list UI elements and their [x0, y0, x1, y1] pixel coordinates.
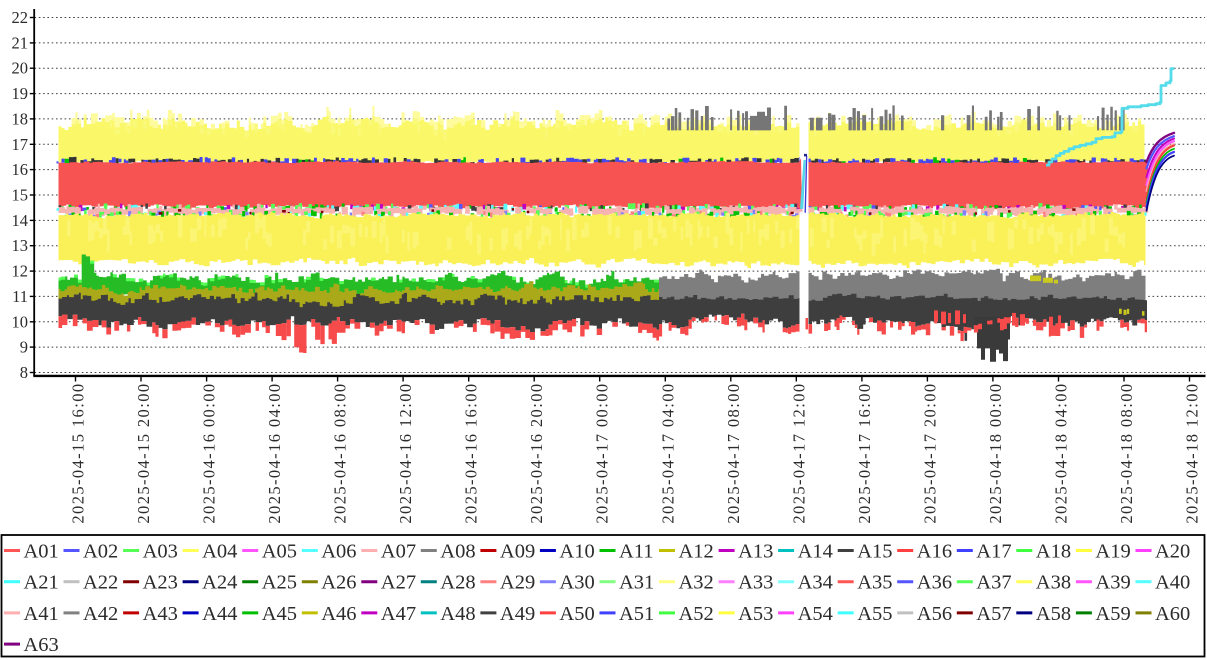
- svg-text:A07: A07: [381, 541, 416, 563]
- svg-text:2025-04-18 08:00: 2025-04-18 08:00: [1117, 383, 1136, 524]
- svg-text:2025-04-18 12:00: 2025-04-18 12:00: [1183, 383, 1202, 524]
- svg-text:A55: A55: [857, 603, 892, 625]
- svg-text:A25: A25: [262, 572, 297, 594]
- svg-text:22: 22: [12, 8, 29, 27]
- svg-text:A06: A06: [321, 541, 356, 563]
- svg-text:A42: A42: [83, 603, 118, 625]
- svg-text:A21: A21: [24, 572, 59, 594]
- svg-text:A11: A11: [619, 541, 654, 563]
- svg-text:10: 10: [12, 312, 29, 331]
- svg-text:A14: A14: [798, 541, 833, 563]
- svg-text:12: 12: [12, 262, 29, 281]
- svg-text:A49: A49: [500, 603, 535, 625]
- svg-text:A03: A03: [143, 541, 178, 563]
- svg-text:A17: A17: [976, 541, 1011, 563]
- svg-text:A44: A44: [202, 603, 237, 625]
- svg-text:2025-04-17 08:00: 2025-04-17 08:00: [724, 383, 743, 524]
- svg-text:A54: A54: [798, 603, 833, 625]
- svg-text:13: 13: [12, 236, 29, 255]
- svg-text:18: 18: [12, 109, 29, 128]
- svg-text:2025-04-16 20:00: 2025-04-16 20:00: [527, 383, 546, 524]
- svg-text:21: 21: [12, 33, 29, 52]
- svg-text:A46: A46: [321, 603, 356, 625]
- svg-text:A58: A58: [1036, 603, 1071, 625]
- svg-text:A01: A01: [24, 541, 59, 563]
- svg-text:14: 14: [12, 211, 29, 230]
- svg-text:A41: A41: [24, 603, 59, 625]
- svg-text:A53: A53: [738, 603, 773, 625]
- svg-text:9: 9: [20, 338, 28, 357]
- svg-text:A18: A18: [1036, 541, 1071, 563]
- svg-text:A32: A32: [679, 572, 714, 594]
- svg-text:20: 20: [12, 59, 29, 78]
- svg-text:2025-04-17 20:00: 2025-04-17 20:00: [920, 383, 939, 524]
- svg-text:A26: A26: [321, 572, 356, 594]
- svg-text:A47: A47: [381, 603, 416, 625]
- svg-text:A27: A27: [381, 572, 416, 594]
- svg-text:A31: A31: [619, 572, 654, 594]
- svg-text:A13: A13: [738, 541, 773, 563]
- svg-text:A36: A36: [917, 572, 952, 594]
- svg-text:A35: A35: [857, 572, 892, 594]
- svg-text:2025-04-18 00:00: 2025-04-18 00:00: [986, 383, 1005, 524]
- svg-text:2025-04-17 04:00: 2025-04-17 04:00: [658, 383, 677, 524]
- svg-text:2025-04-18 04:00: 2025-04-18 04:00: [1052, 383, 1071, 524]
- svg-text:A48: A48: [440, 603, 475, 625]
- svg-text:2025-04-17 00:00: 2025-04-17 00:00: [593, 383, 612, 524]
- svg-text:8: 8: [20, 363, 28, 382]
- svg-text:A40: A40: [1155, 572, 1190, 594]
- svg-text:A33: A33: [738, 572, 773, 594]
- svg-text:A16: A16: [917, 541, 952, 563]
- svg-text:A05: A05: [262, 541, 297, 563]
- svg-text:A29: A29: [500, 572, 535, 594]
- svg-text:A51: A51: [619, 603, 654, 625]
- svg-text:A50: A50: [559, 603, 594, 625]
- svg-text:A56: A56: [917, 603, 952, 625]
- svg-text:A02: A02: [83, 541, 118, 563]
- svg-text:2025-04-16 16:00: 2025-04-16 16:00: [462, 383, 481, 524]
- svg-text:2025-04-16 04:00: 2025-04-16 04:00: [265, 383, 284, 524]
- svg-text:15: 15: [12, 186, 29, 205]
- svg-text:A28: A28: [440, 572, 475, 594]
- svg-text:A12: A12: [679, 541, 714, 563]
- svg-text:A19: A19: [1095, 541, 1130, 563]
- svg-text:2025-04-17 12:00: 2025-04-17 12:00: [789, 383, 808, 524]
- svg-text:A09: A09: [500, 541, 535, 563]
- svg-text:A63: A63: [24, 634, 59, 656]
- svg-text:A04: A04: [202, 541, 237, 563]
- svg-text:11: 11: [12, 287, 28, 306]
- svg-text:A38: A38: [1036, 572, 1071, 594]
- svg-text:2025-04-17 16:00: 2025-04-17 16:00: [855, 383, 874, 524]
- svg-text:A10: A10: [559, 541, 594, 563]
- svg-text:A39: A39: [1095, 572, 1130, 594]
- svg-text:2025-04-16 00:00: 2025-04-16 00:00: [200, 383, 219, 524]
- svg-text:2025-04-15 20:00: 2025-04-15 20:00: [134, 383, 153, 524]
- svg-text:A45: A45: [262, 603, 297, 625]
- svg-text:A59: A59: [1095, 603, 1130, 625]
- svg-text:A43: A43: [143, 603, 178, 625]
- svg-text:A52: A52: [679, 603, 714, 625]
- svg-text:A24: A24: [202, 572, 237, 594]
- svg-text:A37: A37: [976, 572, 1011, 594]
- svg-text:19: 19: [12, 84, 29, 103]
- svg-text:2025-04-16 12:00: 2025-04-16 12:00: [396, 383, 415, 524]
- svg-text:A22: A22: [83, 572, 118, 594]
- svg-text:2025-04-16 08:00: 2025-04-16 08:00: [331, 383, 350, 524]
- svg-text:A08: A08: [440, 541, 475, 563]
- svg-text:16: 16: [12, 160, 29, 179]
- svg-text:A34: A34: [798, 572, 833, 594]
- svg-text:2025-04-15 16:00: 2025-04-15 16:00: [69, 383, 88, 524]
- svg-text:A30: A30: [559, 572, 594, 594]
- svg-text:A15: A15: [857, 541, 892, 563]
- svg-text:A57: A57: [976, 603, 1011, 625]
- svg-text:A23: A23: [143, 572, 178, 594]
- svg-text:17: 17: [12, 135, 29, 154]
- svg-text:A20: A20: [1155, 541, 1190, 563]
- svg-text:A60: A60: [1155, 603, 1190, 625]
